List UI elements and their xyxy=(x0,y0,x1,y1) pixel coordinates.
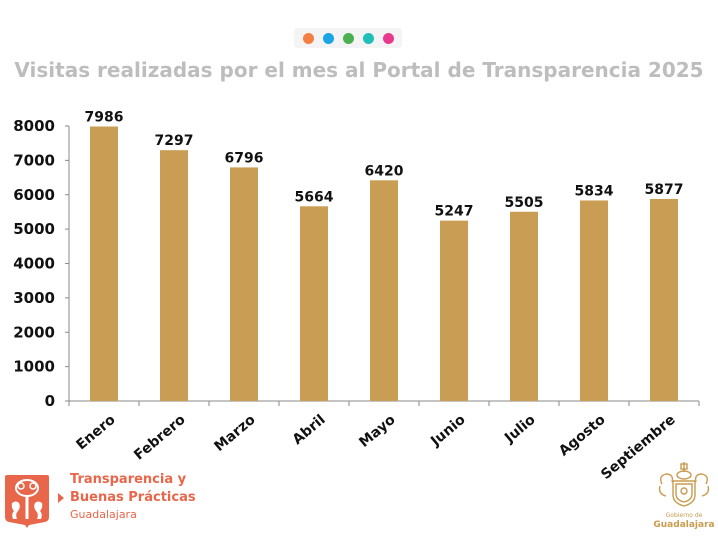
x-tick-label: Abril xyxy=(290,412,329,448)
brand-text: Transparencia y Buenas Prácticas Guadala… xyxy=(58,471,196,523)
data-label: 5834 xyxy=(575,183,614,199)
chart-title: Visitas realizadas por el mes al Portal … xyxy=(14,58,704,82)
gobierno-guadalajara-logo: Gobierno de Guadalajara xyxy=(652,462,716,531)
x-tick-label: Febrero xyxy=(131,412,189,464)
bar-marzo xyxy=(230,167,258,401)
y-tick-label: 6000 xyxy=(13,186,55,204)
x-tick-label: Mayo xyxy=(356,412,399,451)
data-label: 5505 xyxy=(505,195,544,211)
shield-tree-lions-icon xyxy=(5,475,49,528)
y-tick-label: 4000 xyxy=(13,255,55,273)
bar-septiembre xyxy=(650,198,678,401)
brand-line-2-text: Buenas Prácticas xyxy=(70,490,196,505)
bar-junio xyxy=(440,220,468,401)
data-label: 6796 xyxy=(225,150,264,166)
x-tick-label: Junio xyxy=(427,412,469,451)
gobierno-de-text: Gobierno de xyxy=(665,512,703,519)
y-tick-label: 0 xyxy=(45,392,55,410)
y-axis: 0 1000 2000 3000 4000 5000 6000 7000 8000 xyxy=(13,117,70,410)
brand-subtitle: Guadalajara xyxy=(70,508,137,521)
x-axis xyxy=(65,400,700,406)
y-tick-label: 8000 xyxy=(13,117,55,135)
arrow-icon xyxy=(58,492,64,503)
coat-of-arms-icon xyxy=(658,462,710,507)
x-tick-label: Agosto xyxy=(556,412,609,460)
data-label: 5877 xyxy=(645,182,684,198)
data-label: 5664 xyxy=(295,189,334,205)
data-label: 7297 xyxy=(155,133,194,149)
x-tick-label: Julio xyxy=(501,412,539,447)
bar-agosto xyxy=(580,200,608,401)
pink-dot xyxy=(382,32,394,44)
data-label: 5247 xyxy=(435,204,474,220)
y-tick-label: 1000 xyxy=(13,358,55,376)
data-label: 7986 xyxy=(85,109,124,125)
y-tick-label: 2000 xyxy=(13,323,55,341)
green-dot xyxy=(342,32,354,44)
blue-dot xyxy=(322,32,334,44)
color-dots-bar xyxy=(294,28,402,48)
teal-dot xyxy=(362,32,374,44)
y-tick-label: 5000 xyxy=(13,220,55,238)
bar-febrero xyxy=(160,150,188,401)
bar-mayo xyxy=(370,180,398,401)
bar-abril xyxy=(300,206,328,401)
y-tick-label: 7000 xyxy=(13,151,55,169)
bar-enero xyxy=(90,126,118,401)
brand-line-1: Transparencia y xyxy=(70,472,187,487)
y-tick-label: 3000 xyxy=(13,289,55,307)
data-labels: 7986 7297 6796 5664 6420 5247 5505 5834 5877 xyxy=(85,109,684,219)
orange-dot xyxy=(302,32,314,44)
x-tick-label: Enero xyxy=(73,412,118,454)
transparencia-logo: Transparencia y Buenas Prácticas Guadala… xyxy=(4,471,196,529)
data-label: 6420 xyxy=(365,163,404,179)
guadalajara-text: Guadalajara xyxy=(653,520,715,530)
x-tick-label: Marzo xyxy=(211,412,258,455)
brand-line-2: Buenas Prácticas xyxy=(58,489,196,507)
bar-julio xyxy=(510,211,538,401)
bars xyxy=(90,126,678,401)
